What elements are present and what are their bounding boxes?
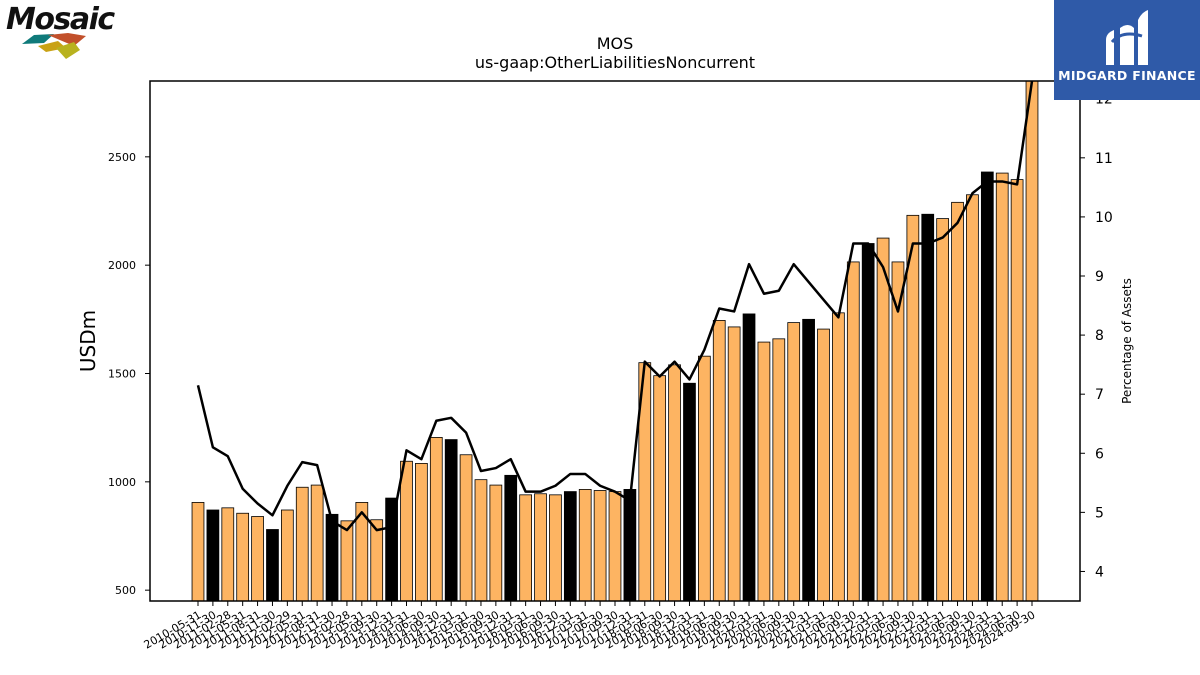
bar-2024-06-30: [1010, 179, 1024, 602]
bar-2018-09-30: [668, 364, 681, 602]
bar-2020-06-30: [772, 338, 786, 602]
bar-2022-03-31: [876, 237, 890, 602]
bar-2019-09-30: [727, 326, 741, 602]
bar-2011-11-30: [266, 529, 279, 602]
y2-tick-label: 4: [1095, 564, 1104, 580]
y2-axis-label: Percentage of Assets: [1120, 278, 1134, 404]
midgard-logo-text: MIDGARD FINANCE: [1058, 68, 1196, 83]
bar-2017-12-31: [623, 489, 637, 602]
line-percentage-of-assets: [196, 80, 1034, 532]
bar-2017-06-30: [593, 490, 607, 602]
bar-2010-11-30: [206, 509, 220, 602]
bar-2024-09-30: [1025, 80, 1039, 602]
bar-group: [191, 80, 1039, 602]
bar-2012-05-31: [295, 486, 309, 602]
bar-2015-03-31: [459, 454, 473, 602]
bar-2023-03-31: [936, 218, 950, 602]
bar-2016-12-31: [563, 491, 577, 602]
bar-2013-09-30: [370, 519, 384, 602]
bar-2022-12-31: [921, 213, 935, 602]
y2-tick-label: 11: [1095, 151, 1113, 167]
bar-2016-09-30: [549, 494, 562, 602]
chart-title: MOS: [597, 34, 634, 53]
bar-2018-06-30: [653, 375, 667, 602]
mosaic-logo: Mosaic: [4, 2, 132, 62]
bar-2010-05-31: [191, 502, 205, 602]
bar-2013-12-31: [385, 497, 398, 602]
bar-2018-12-31: [683, 382, 696, 602]
bar-2022-06-30: [891, 261, 905, 602]
y-tick-label: 1000: [108, 476, 136, 489]
y2-tick-label: 10: [1095, 210, 1113, 226]
bar-2019-03-31: [698, 355, 711, 602]
bar-2021-03-31: [817, 328, 830, 602]
bar-2012-11-30: [325, 513, 339, 602]
bar-2016-06-30: [534, 493, 547, 602]
bar-2014-03-31: [400, 460, 413, 602]
y-axis-label: USDm: [76, 310, 100, 372]
line-group: [196, 80, 1034, 532]
bar-2012-02-29: [280, 509, 294, 602]
y-tick-label: 500: [115, 584, 136, 597]
bar-2016-03-31: [519, 494, 533, 602]
bar-2011-02-28: [221, 507, 235, 602]
mosaic-logo-text: Mosaic: [6, 2, 115, 37]
bar-2019-12-31: [742, 313, 756, 602]
chart-subtitle: us-gaap:OtherLiabilitiesNoncurrent: [475, 53, 755, 72]
bar-2020-09-30: [787, 322, 801, 602]
bar-2021-06-30: [832, 312, 845, 602]
bar-2024-03-31: [995, 172, 1009, 602]
bar-2015-09-30: [489, 484, 503, 602]
bar-2014-06-30: [415, 463, 428, 602]
bar-2023-06-30: [951, 201, 964, 602]
bar-2014-09-30: [429, 437, 443, 602]
bar-2012-08-31: [310, 484, 324, 602]
bar-2020-03-31: [757, 341, 771, 602]
bar-2011-08-31: [251, 516, 264, 602]
bar-2017-09-30: [608, 491, 622, 602]
midgard-emblem-icon: [1106, 10, 1148, 65]
bar-2023-12-31: [980, 171, 994, 602]
x-axis: 2010-05-312010-11-302011-02-282011-05-31…: [142, 601, 1038, 652]
bar-2020-12-31: [802, 318, 815, 602]
y2-tick-label: 9: [1095, 269, 1104, 285]
y2-tick-label: 5: [1095, 505, 1104, 521]
y-axis-left: 500 1000 1500 2000 2500: [108, 151, 150, 597]
bar-2017-03-31: [578, 489, 592, 602]
mosaic-logo-mark: [22, 33, 86, 59]
y-tick-label: 1500: [108, 368, 136, 381]
bar-2021-09-30: [846, 261, 860, 602]
bar-2015-12-31: [504, 474, 518, 602]
bar-2019-06-30: [712, 320, 726, 602]
y-tick-label: 2000: [108, 259, 136, 272]
bar-2023-09-30: [966, 194, 979, 602]
y2-tick-label: 6: [1095, 446, 1104, 462]
bar-2013-02-28: [340, 520, 354, 602]
bar-2014-12-31: [444, 439, 458, 602]
midgard-finance-logo: MIDGARD FINANCE: [1054, 0, 1200, 100]
y2-tick-label: 7: [1095, 387, 1104, 403]
y-axis-right: 456789101112: [1080, 92, 1113, 580]
bar-2015-06-30: [474, 479, 488, 602]
y2-tick-label: 8: [1095, 328, 1104, 344]
bar-2021-12-31: [861, 243, 875, 602]
bar-2011-05-31: [236, 512, 250, 602]
bar-2022-09-30: [906, 214, 920, 602]
y-tick-label: 2500: [108, 151, 136, 164]
